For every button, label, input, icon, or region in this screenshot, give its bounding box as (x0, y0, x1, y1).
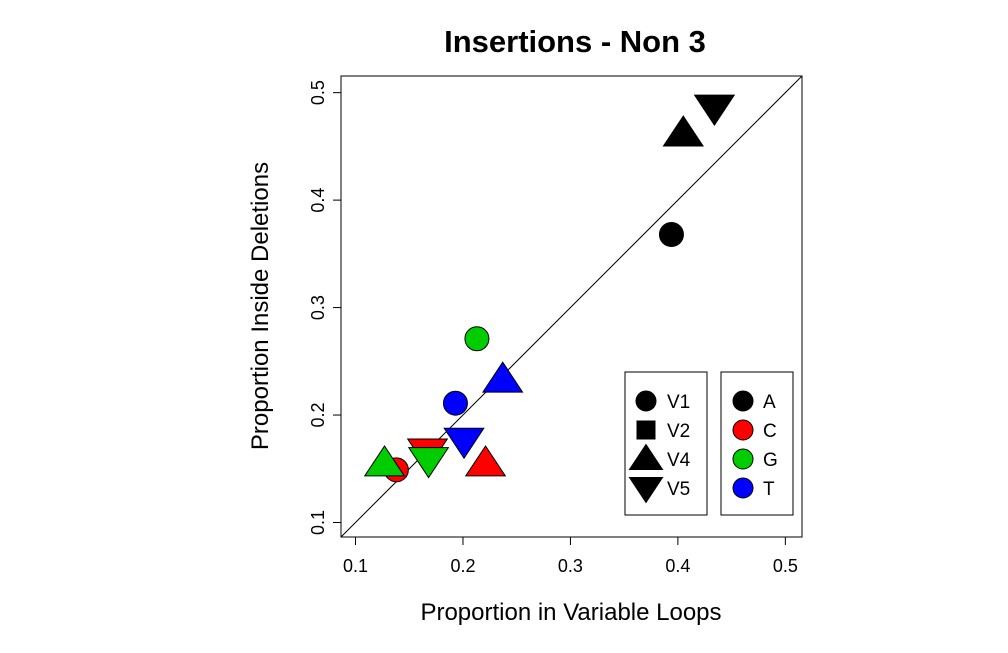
data-point-v5-t (443, 427, 485, 460)
legend-label-g: G (763, 450, 778, 471)
legend-label-v4: V4 (667, 450, 691, 471)
legend-marker-v1 (635, 390, 657, 412)
data-point-v4-t (481, 361, 524, 393)
data-point-v4-a (662, 115, 704, 147)
data-point-v5-g (407, 447, 450, 479)
y-tick-label: 0.1 (308, 510, 328, 535)
legend-region: V1 V2 V4 V5 (624, 371, 708, 516)
data-point-v1-a (658, 222, 684, 248)
data-point-v1-t (442, 390, 468, 416)
legend-marker-c (732, 419, 754, 441)
data-points (363, 94, 736, 483)
y-tick-label: 0.5 (308, 80, 328, 105)
legend-label-c: C (763, 421, 777, 442)
legend-label-a: A (763, 392, 776, 413)
legend-marker-v5 (628, 477, 664, 504)
legend-marker-a (732, 390, 754, 412)
y-axis: 0.1 0.2 0.3 0.4 0.5 (308, 80, 342, 535)
legend-label-t: T (763, 479, 775, 500)
data-point-v1-g (464, 326, 490, 352)
y-tick-label: 0.4 (308, 188, 328, 213)
x-axis-label: Proportion in Variable Loops (420, 599, 721, 626)
legend-marker-v4 (628, 443, 664, 470)
y-tick-label: 0.3 (308, 295, 328, 320)
data-point-v4-g (363, 445, 406, 477)
x-tick-label: 0.3 (558, 556, 583, 576)
data-point-v5-a (693, 94, 736, 127)
data-point-v4-c (464, 445, 507, 477)
legend-label-v1: V1 (667, 392, 690, 413)
legend-box (624, 371, 708, 516)
legend-label-v5: V5 (667, 479, 690, 500)
legend-marker-v2 (636, 420, 656, 440)
x-tick-label: 0.5 (773, 556, 798, 576)
x-tick-label: 0.2 (450, 556, 475, 576)
chart-title: Insertions - Non 3 (444, 24, 706, 59)
legend-box (720, 371, 794, 516)
x-axis: 0.1 0.2 0.3 0.4 0.5 (343, 536, 798, 576)
legend-label-v2: V2 (667, 421, 690, 442)
legend-marker-g (732, 448, 754, 470)
legend-marker-t (732, 477, 754, 499)
x-tick-label: 0.4 (665, 556, 690, 576)
y-axis-label: Proportion Inside Deletions (247, 162, 274, 450)
x-tick-label: 0.1 (343, 556, 368, 576)
y-tick-label: 0.2 (308, 403, 328, 428)
